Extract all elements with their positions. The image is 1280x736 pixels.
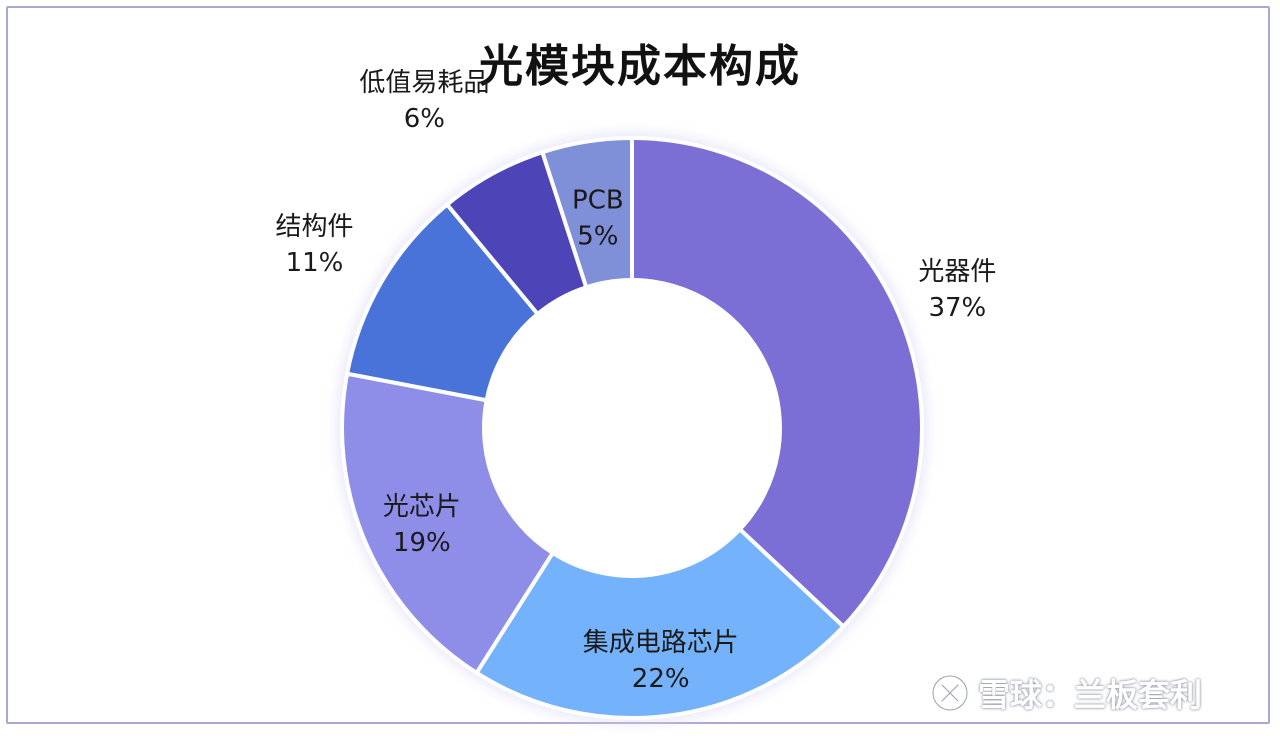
slice-label-name: 集成电路芯片 xyxy=(583,628,739,658)
slice-label-name: 结构件 xyxy=(275,212,353,242)
slice-labels: 光器件 37% 集成电路芯片 22% 光芯片 19% 结构件 11% 低值易耗品 6% PCB 5% xyxy=(275,68,996,694)
slice-label-name: 低值易耗品 xyxy=(359,68,489,98)
snowball-logo-icon xyxy=(931,674,969,712)
watermark-text: 雪球：兰板套利 xyxy=(978,676,1203,714)
slice-label-value: 11% xyxy=(286,248,344,278)
slice-label-name: 光芯片 xyxy=(383,492,461,522)
slice-label-value: 19% xyxy=(393,528,451,558)
slice-label-value: 6% xyxy=(404,104,445,134)
chart-title: 光模块成本构成 xyxy=(479,41,801,92)
slice-label-name: PCB xyxy=(572,186,624,216)
slice-label-value: 37% xyxy=(928,293,986,323)
watermark: 雪球：兰板套利 xyxy=(930,670,1202,716)
donut-hole xyxy=(484,280,780,576)
slice-label-name: 光器件 xyxy=(918,257,996,287)
slice-label-value: 5% xyxy=(577,222,618,252)
slice-label-value: 22% xyxy=(632,664,690,694)
